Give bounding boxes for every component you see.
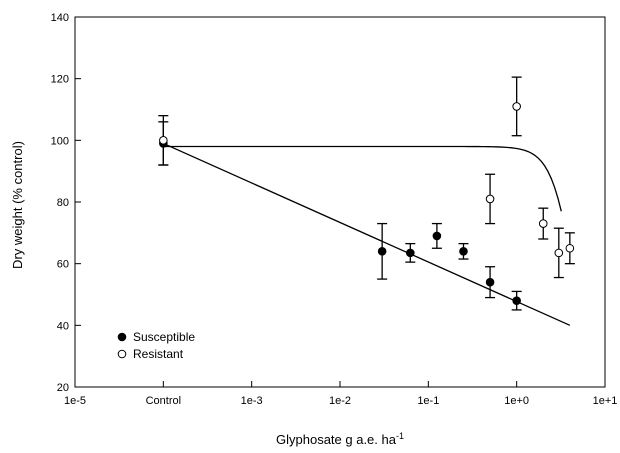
point-resistant: [553, 227, 564, 279]
y-tick-label: 60: [57, 259, 69, 271]
y-tick-label: 80: [57, 197, 69, 209]
point-susceptible: [511, 290, 522, 311]
point-resistant: [538, 207, 549, 240]
marker: [377, 247, 387, 256]
marker: [459, 247, 468, 256]
point-susceptible: [485, 266, 496, 299]
marker: [512, 102, 521, 111]
point-resistant: [158, 115, 169, 166]
data-points: [158, 76, 575, 311]
x-axis-title: Glyphosate g a.e. ha-1: [276, 431, 404, 447]
point-susceptible: [458, 242, 469, 260]
x-tick-label: 1e-2: [329, 395, 351, 407]
marker: [485, 277, 495, 287]
y-axis-title: Dry weight (% control): [10, 141, 25, 269]
point-susceptible: [431, 222, 442, 249]
x-axis-title-superscript: -1: [396, 431, 404, 441]
y-tick-label: 140: [51, 12, 69, 24]
axes: 20 40 60 80 100 120 140 1e-5 Control 1e-3 1e-2 1e-1…: [51, 12, 618, 407]
legend: Susceptible Resistant: [117, 330, 195, 361]
legend-marker-susceptible: [117, 332, 127, 342]
marker: [512, 296, 521, 305]
marker: [565, 243, 575, 253]
point-resistant: [564, 232, 575, 265]
x-tick-label: 1e-1: [417, 395, 439, 407]
point-susceptible: [377, 222, 388, 280]
fit-curves: [163, 142, 571, 326]
legend-label-susceptible: Susceptible: [133, 330, 195, 344]
y-tick-label: 20: [57, 382, 69, 394]
y-tick-label: 40: [57, 320, 69, 332]
legend-marker-resistant: [117, 349, 127, 359]
point-susceptible: [405, 242, 416, 263]
marker: [432, 231, 442, 241]
fit-curve-susceptible: [163, 142, 571, 326]
y-tick-label: 100: [51, 135, 69, 147]
x-axis-title-main: Glyphosate g a.e. ha: [276, 432, 397, 447]
x-tick-label: 1e+0: [504, 395, 529, 407]
x-tick-label: 1e-5: [64, 395, 86, 407]
marker: [485, 194, 495, 204]
marker: [406, 248, 415, 258]
marker: [538, 219, 548, 228]
x-tick-label: 1e-3: [241, 395, 263, 407]
marker: [159, 136, 168, 145]
point-resistant: [485, 173, 496, 225]
y-tick-label: 120: [51, 74, 69, 86]
marker: [554, 248, 564, 258]
point-resistant: [511, 76, 522, 137]
legend-label-resistant: Resistant: [133, 347, 184, 361]
x-tick-label: Control: [146, 395, 181, 407]
x-tick-label: 1e+1: [593, 395, 618, 407]
fit-curve-resistant: [163, 145, 562, 212]
